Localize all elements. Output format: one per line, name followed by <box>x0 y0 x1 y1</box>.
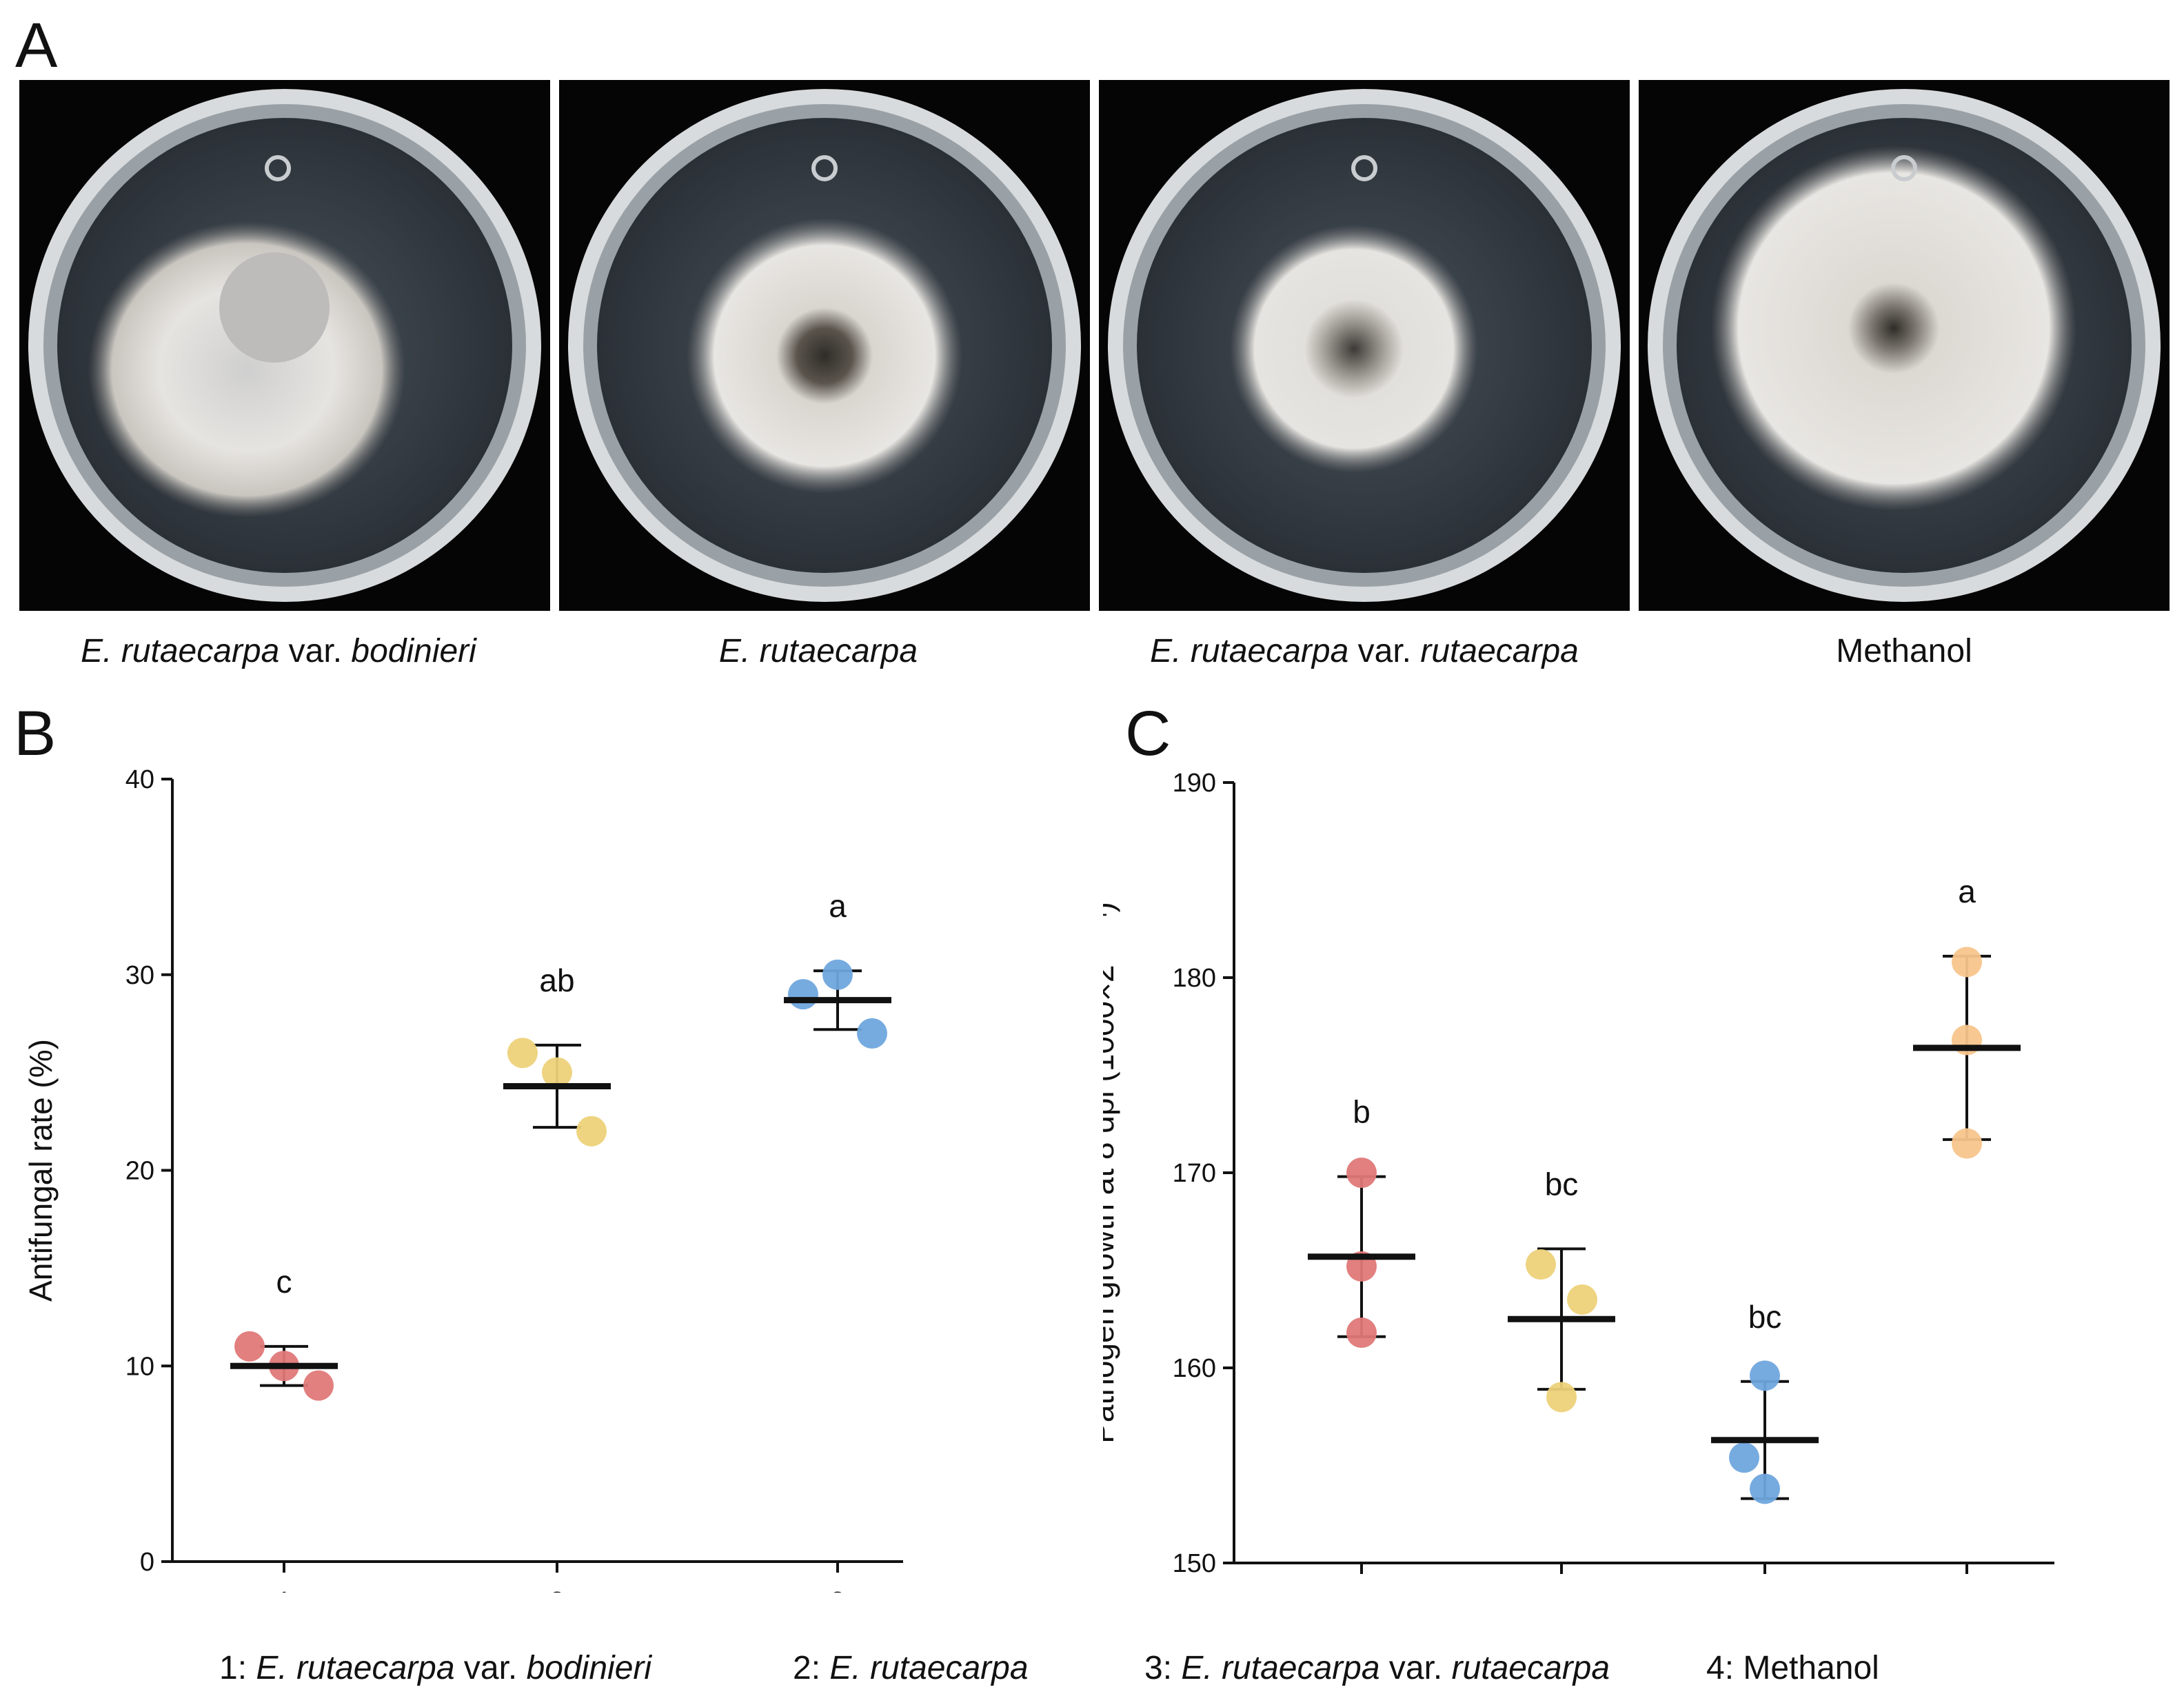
y-tick-label: 10 <box>125 1352 154 1381</box>
significance-letter: c <box>276 1264 292 1300</box>
legend-item: 3: E. rutaecarpa var. rutaecarpa <box>1144 1650 1610 1686</box>
petri-dish-photo-bodinieri <box>19 80 550 611</box>
x-tick-label: 3 <box>830 1587 845 1593</box>
x-tick-label: 3 <box>1757 1588 1772 1593</box>
y-tick-label: 180 <box>1173 964 1216 993</box>
legend-item: 1: E. rutaecarpa var. bodinieri <box>219 1650 652 1686</box>
x-tick-label: 2 <box>1554 1588 1568 1593</box>
y-tick-label: 40 <box>125 765 154 794</box>
significance-letter: b <box>1353 1094 1371 1130</box>
panel-label-a: A <box>15 10 58 81</box>
significance-letter: a <box>829 888 847 924</box>
y-tick-label: 170 <box>1173 1159 1216 1188</box>
x-tick-label: 1 <box>276 1587 291 1593</box>
data-point <box>1567 1284 1597 1315</box>
petri-dish-photo-rutaecarpa <box>559 80 1090 611</box>
data-point <box>234 1331 265 1362</box>
data-point <box>1526 1249 1556 1280</box>
y-tick-label: 150 <box>1173 1549 1216 1578</box>
data-point <box>857 1018 887 1049</box>
data-point <box>542 1057 572 1088</box>
legend-item: 4: Methanol <box>1706 1650 1879 1686</box>
photo-caption: Methanol <box>1836 633 1972 669</box>
data-point <box>1346 1158 1377 1188</box>
y-tick-label: 190 <box>1173 769 1216 798</box>
data-point <box>1750 1473 1780 1504</box>
y-tick-label: 0 <box>140 1548 154 1577</box>
legend-item: 2: E. rutaecarpa <box>793 1650 1029 1686</box>
x-tick-label: 1 <box>1354 1588 1368 1593</box>
data-point <box>1952 947 1982 978</box>
petri-dish-photo-methanol <box>1639 80 2170 611</box>
significance-letter: ab <box>539 962 574 998</box>
data-point <box>822 959 853 990</box>
panel-label-c: C <box>1125 698 1171 769</box>
petri-dish-photo-var-rutaecarpa <box>1099 80 1630 611</box>
photo-caption: E. rutaecarpa <box>718 633 918 669</box>
data-point <box>1952 1128 1982 1159</box>
data-point <box>576 1116 607 1147</box>
y-tick-label: 20 <box>125 1157 154 1186</box>
data-point <box>1729 1442 1759 1473</box>
x-tick-label: 2 <box>549 1587 564 1593</box>
y-tick-label: 160 <box>1173 1354 1216 1383</box>
data-point <box>1750 1360 1780 1391</box>
y-axis-label: Pathogen growth at 8 dpi (1000×2−ΔCq) <box>1103 902 1120 1444</box>
pathogen-growth-chart: 150 160 170 180 190 1 2 3 4 Pathogen growth at 8 … <box>1103 769 2054 1593</box>
panel-label-b: B <box>14 698 57 769</box>
significance-letter: bc <box>1748 1299 1782 1335</box>
data-point <box>788 979 818 1010</box>
data-point <box>1346 1318 1377 1349</box>
y-axis-label: Antifungal rate (%) <box>23 1039 59 1302</box>
data-point <box>507 1038 538 1069</box>
significance-letter: bc <box>1545 1166 1579 1202</box>
photo-caption: E. rutaecarpa var. rutaecarpa <box>1150 633 1579 669</box>
y-tick-label: 30 <box>125 961 154 990</box>
data-point <box>303 1370 334 1401</box>
significance-letter: a <box>1958 874 1976 909</box>
photo-caption: E. rutaecarpa var. bodinieri <box>81 633 476 669</box>
antifungal-rate-chart: 0 10 20 30 40 1 2 3 Antifungal rate (%) c ab a <box>23 765 903 1593</box>
data-point <box>1546 1382 1577 1413</box>
x-tick-label: 4 <box>1959 1588 1974 1593</box>
